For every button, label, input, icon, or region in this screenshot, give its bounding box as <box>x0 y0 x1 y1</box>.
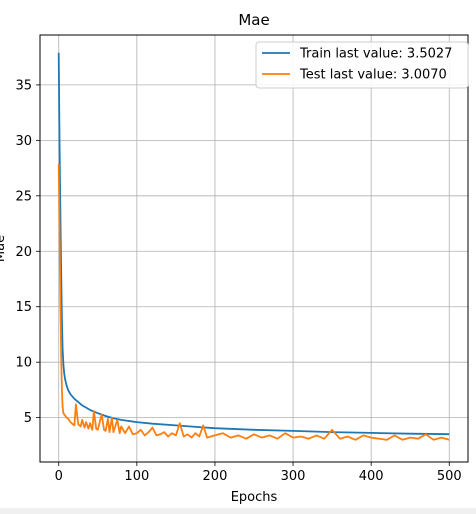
legend-entry: Test last value: 3.0070 <box>299 68 447 83</box>
y-tick-label: 35 <box>15 78 32 93</box>
series-layer <box>57 52 450 441</box>
y-tick-label: 10 <box>15 356 32 371</box>
y-tick-label: 5 <box>24 411 32 426</box>
series-line-test <box>57 163 450 441</box>
y-tick-label: 30 <box>15 134 32 149</box>
x-axis-label: Epochs <box>231 490 278 505</box>
legend-entry: Train last value: 3.5027 <box>299 47 452 62</box>
x-tick-label: 300 <box>281 469 306 484</box>
series-line-train <box>57 52 450 436</box>
y-tick-label: 25 <box>15 189 32 204</box>
x-tick-label: 500 <box>437 469 462 484</box>
plot-area <box>39 34 469 463</box>
legend: Train last value: 3.5027 Test last value:… <box>255 41 469 89</box>
x-tick-label: 400 <box>359 469 384 484</box>
legend-box <box>255 41 469 89</box>
x-tick-label: 0 <box>55 469 63 484</box>
y-tick-label: 20 <box>15 245 32 260</box>
x-tick-label: 100 <box>124 469 149 484</box>
y-tick-label: 15 <box>15 300 32 315</box>
x-tick-label: 200 <box>203 469 228 484</box>
y-axis-label: Mae <box>0 235 8 262</box>
ticks: 0 100 200 300 400 500 5 10 15 20 25 30 35 <box>15 78 461 484</box>
chart-title: Mae <box>238 11 269 29</box>
grid <box>40 35 468 462</box>
